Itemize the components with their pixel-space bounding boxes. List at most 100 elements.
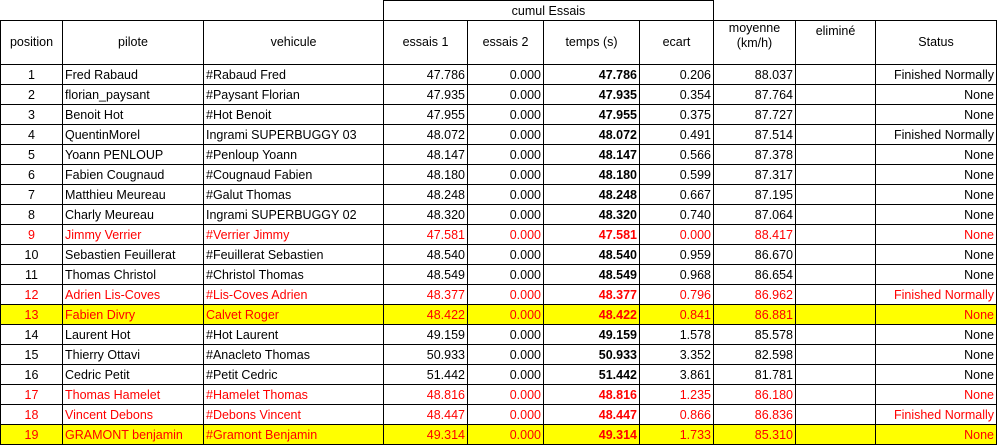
cell-moyenne[interactable]: 86.180 — [713, 384, 796, 405]
cell-pilote[interactable]: Fabien Divry — [62, 304, 204, 325]
header-moyenne[interactable]: moyenne (km/h) — [713, 20, 796, 65]
cell-position[interactable]: 11 — [0, 264, 63, 285]
cell-moyenne[interactable]: 87.064 — [713, 204, 796, 225]
cell-essais-2[interactable]: 0.000 — [467, 244, 544, 265]
cell-ecart[interactable]: 0.667 — [639, 184, 714, 205]
cell-position[interactable]: 12 — [0, 284, 63, 305]
header-status[interactable]: Status — [875, 20, 997, 65]
cell-status[interactable]: None — [875, 204, 997, 225]
cell-essais-2[interactable]: 0.000 — [467, 84, 544, 105]
cell-elimine[interactable] — [795, 124, 876, 145]
cell-elimine[interactable] — [795, 164, 876, 185]
cell-vehicule[interactable]: #Hot Laurent — [203, 324, 384, 345]
cell-status[interactable]: None — [875, 164, 997, 185]
cell-essais-2[interactable]: 0.000 — [467, 144, 544, 165]
cell-temps[interactable]: 48.072 — [543, 124, 640, 145]
cell-status[interactable]: Finished Normally — [875, 124, 997, 145]
cell-vehicule[interactable]: #Petit Cedric — [203, 364, 384, 385]
cell-vehicule[interactable]: #Lis-Coves Adrien — [203, 284, 384, 305]
cell-elimine[interactable] — [795, 364, 876, 385]
cell-vehicule[interactable]: #Christol Thomas — [203, 264, 384, 285]
cell-position[interactable]: 19 — [0, 424, 63, 445]
cell-status[interactable]: None — [875, 424, 997, 445]
cell-position[interactable]: 5 — [0, 144, 63, 165]
cell-essais-2[interactable]: 0.000 — [467, 64, 544, 85]
cell-moyenne[interactable]: 85.578 — [713, 324, 796, 345]
cell-pilote[interactable]: Thomas Christol — [62, 264, 204, 285]
cell-moyenne[interactable]: 88.037 — [713, 64, 796, 85]
cell-essais-2[interactable]: 0.000 — [467, 204, 544, 225]
cell-status[interactable]: None — [875, 84, 997, 105]
cell-status[interactable]: None — [875, 184, 997, 205]
cell-status[interactable]: None — [875, 324, 997, 345]
cell-moyenne[interactable]: 86.881 — [713, 304, 796, 325]
cell-temps[interactable]: 48.447 — [543, 404, 640, 425]
cell-ecart[interactable]: 0.206 — [639, 64, 714, 85]
cell-elimine[interactable] — [795, 404, 876, 425]
cell-elimine[interactable] — [795, 184, 876, 205]
cell-temps[interactable]: 48.320 — [543, 204, 640, 225]
cell-pilote[interactable]: Matthieu Meureau — [62, 184, 204, 205]
cell-pilote[interactable]: Jimmy Verrier — [62, 224, 204, 245]
cell-vehicule[interactable]: #Debons Vincent — [203, 404, 384, 425]
cell-pilote[interactable]: Cedric Petit — [62, 364, 204, 385]
cell-essais-2[interactable]: 0.000 — [467, 324, 544, 345]
cell-ecart[interactable]: 0.599 — [639, 164, 714, 185]
cell-pilote[interactable]: florian_paysant — [62, 84, 204, 105]
cell-elimine[interactable] — [795, 284, 876, 305]
cell-essais-2[interactable]: 0.000 — [467, 364, 544, 385]
cell-vehicule[interactable]: Ingrami SUPERBUGGY 03 — [203, 124, 384, 145]
cell-ecart[interactable]: 0.354 — [639, 84, 714, 105]
cell-essais-1[interactable]: 48.147 — [383, 144, 468, 165]
cell-position[interactable]: 2 — [0, 84, 63, 105]
cell-essais-1[interactable]: 47.935 — [383, 84, 468, 105]
cell-position[interactable]: 18 — [0, 404, 63, 425]
cell-moyenne[interactable]: 81.781 — [713, 364, 796, 385]
cell-vehicule[interactable]: #Hot Benoit — [203, 104, 384, 125]
cell-temps[interactable]: 48.180 — [543, 164, 640, 185]
cell-status[interactable]: None — [875, 344, 997, 365]
cell-elimine[interactable] — [795, 384, 876, 405]
cell-position[interactable]: 10 — [0, 244, 63, 265]
header-essais-2[interactable]: essais 2 — [467, 20, 544, 65]
header-pilote[interactable]: pilote — [62, 20, 204, 65]
cell-position[interactable]: 9 — [0, 224, 63, 245]
cell-temps[interactable]: 48.422 — [543, 304, 640, 325]
cell-pilote[interactable]: Charly Meureau — [62, 204, 204, 225]
cell-elimine[interactable] — [795, 344, 876, 365]
cell-temps[interactable]: 50.933 — [543, 344, 640, 365]
cell-elimine[interactable] — [795, 264, 876, 285]
cell-essais-1[interactable]: 48.540 — [383, 244, 468, 265]
cell-position[interactable]: 8 — [0, 204, 63, 225]
cell-temps[interactable]: 49.314 — [543, 424, 640, 445]
cell-status[interactable]: None — [875, 144, 997, 165]
cell-pilote[interactable]: Fabien Cougnaud — [62, 164, 204, 185]
cell-vehicule[interactable]: Ingrami SUPERBUGGY 02 — [203, 204, 384, 225]
cell-vehicule[interactable]: #Penloup Yoann — [203, 144, 384, 165]
cell-pilote[interactable]: QuentinMorel — [62, 124, 204, 145]
cell-position[interactable]: 14 — [0, 324, 63, 345]
cell-status[interactable]: Finished Normally — [875, 404, 997, 425]
cell-status[interactable]: None — [875, 384, 997, 405]
cell-vehicule[interactable]: Calvet Roger — [203, 304, 384, 325]
cell-essais-2[interactable]: 0.000 — [467, 104, 544, 125]
cell-temps[interactable]: 47.935 — [543, 84, 640, 105]
cell-ecart[interactable]: 1.733 — [639, 424, 714, 445]
cell-essais-1[interactable]: 49.159 — [383, 324, 468, 345]
cell-vehicule[interactable]: #Rabaud Fred — [203, 64, 384, 85]
cell-temps[interactable]: 47.786 — [543, 64, 640, 85]
header-temps[interactable]: temps (s) — [543, 20, 640, 65]
cell-essais-1[interactable]: 48.816 — [383, 384, 468, 405]
cell-essais-2[interactable]: 0.000 — [467, 344, 544, 365]
cell-moyenne[interactable]: 86.962 — [713, 284, 796, 305]
cell-moyenne[interactable]: 85.310 — [713, 424, 796, 445]
cell-essais-1[interactable]: 48.422 — [383, 304, 468, 325]
cell-ecart[interactable]: 0.491 — [639, 124, 714, 145]
cell-moyenne[interactable]: 87.764 — [713, 84, 796, 105]
cell-pilote[interactable]: Thomas Hamelet — [62, 384, 204, 405]
cell-temps[interactable]: 48.549 — [543, 264, 640, 285]
cell-position[interactable]: 1 — [0, 64, 63, 85]
cell-position[interactable]: 17 — [0, 384, 63, 405]
cell-ecart[interactable]: 0.959 — [639, 244, 714, 265]
cell-position[interactable]: 15 — [0, 344, 63, 365]
